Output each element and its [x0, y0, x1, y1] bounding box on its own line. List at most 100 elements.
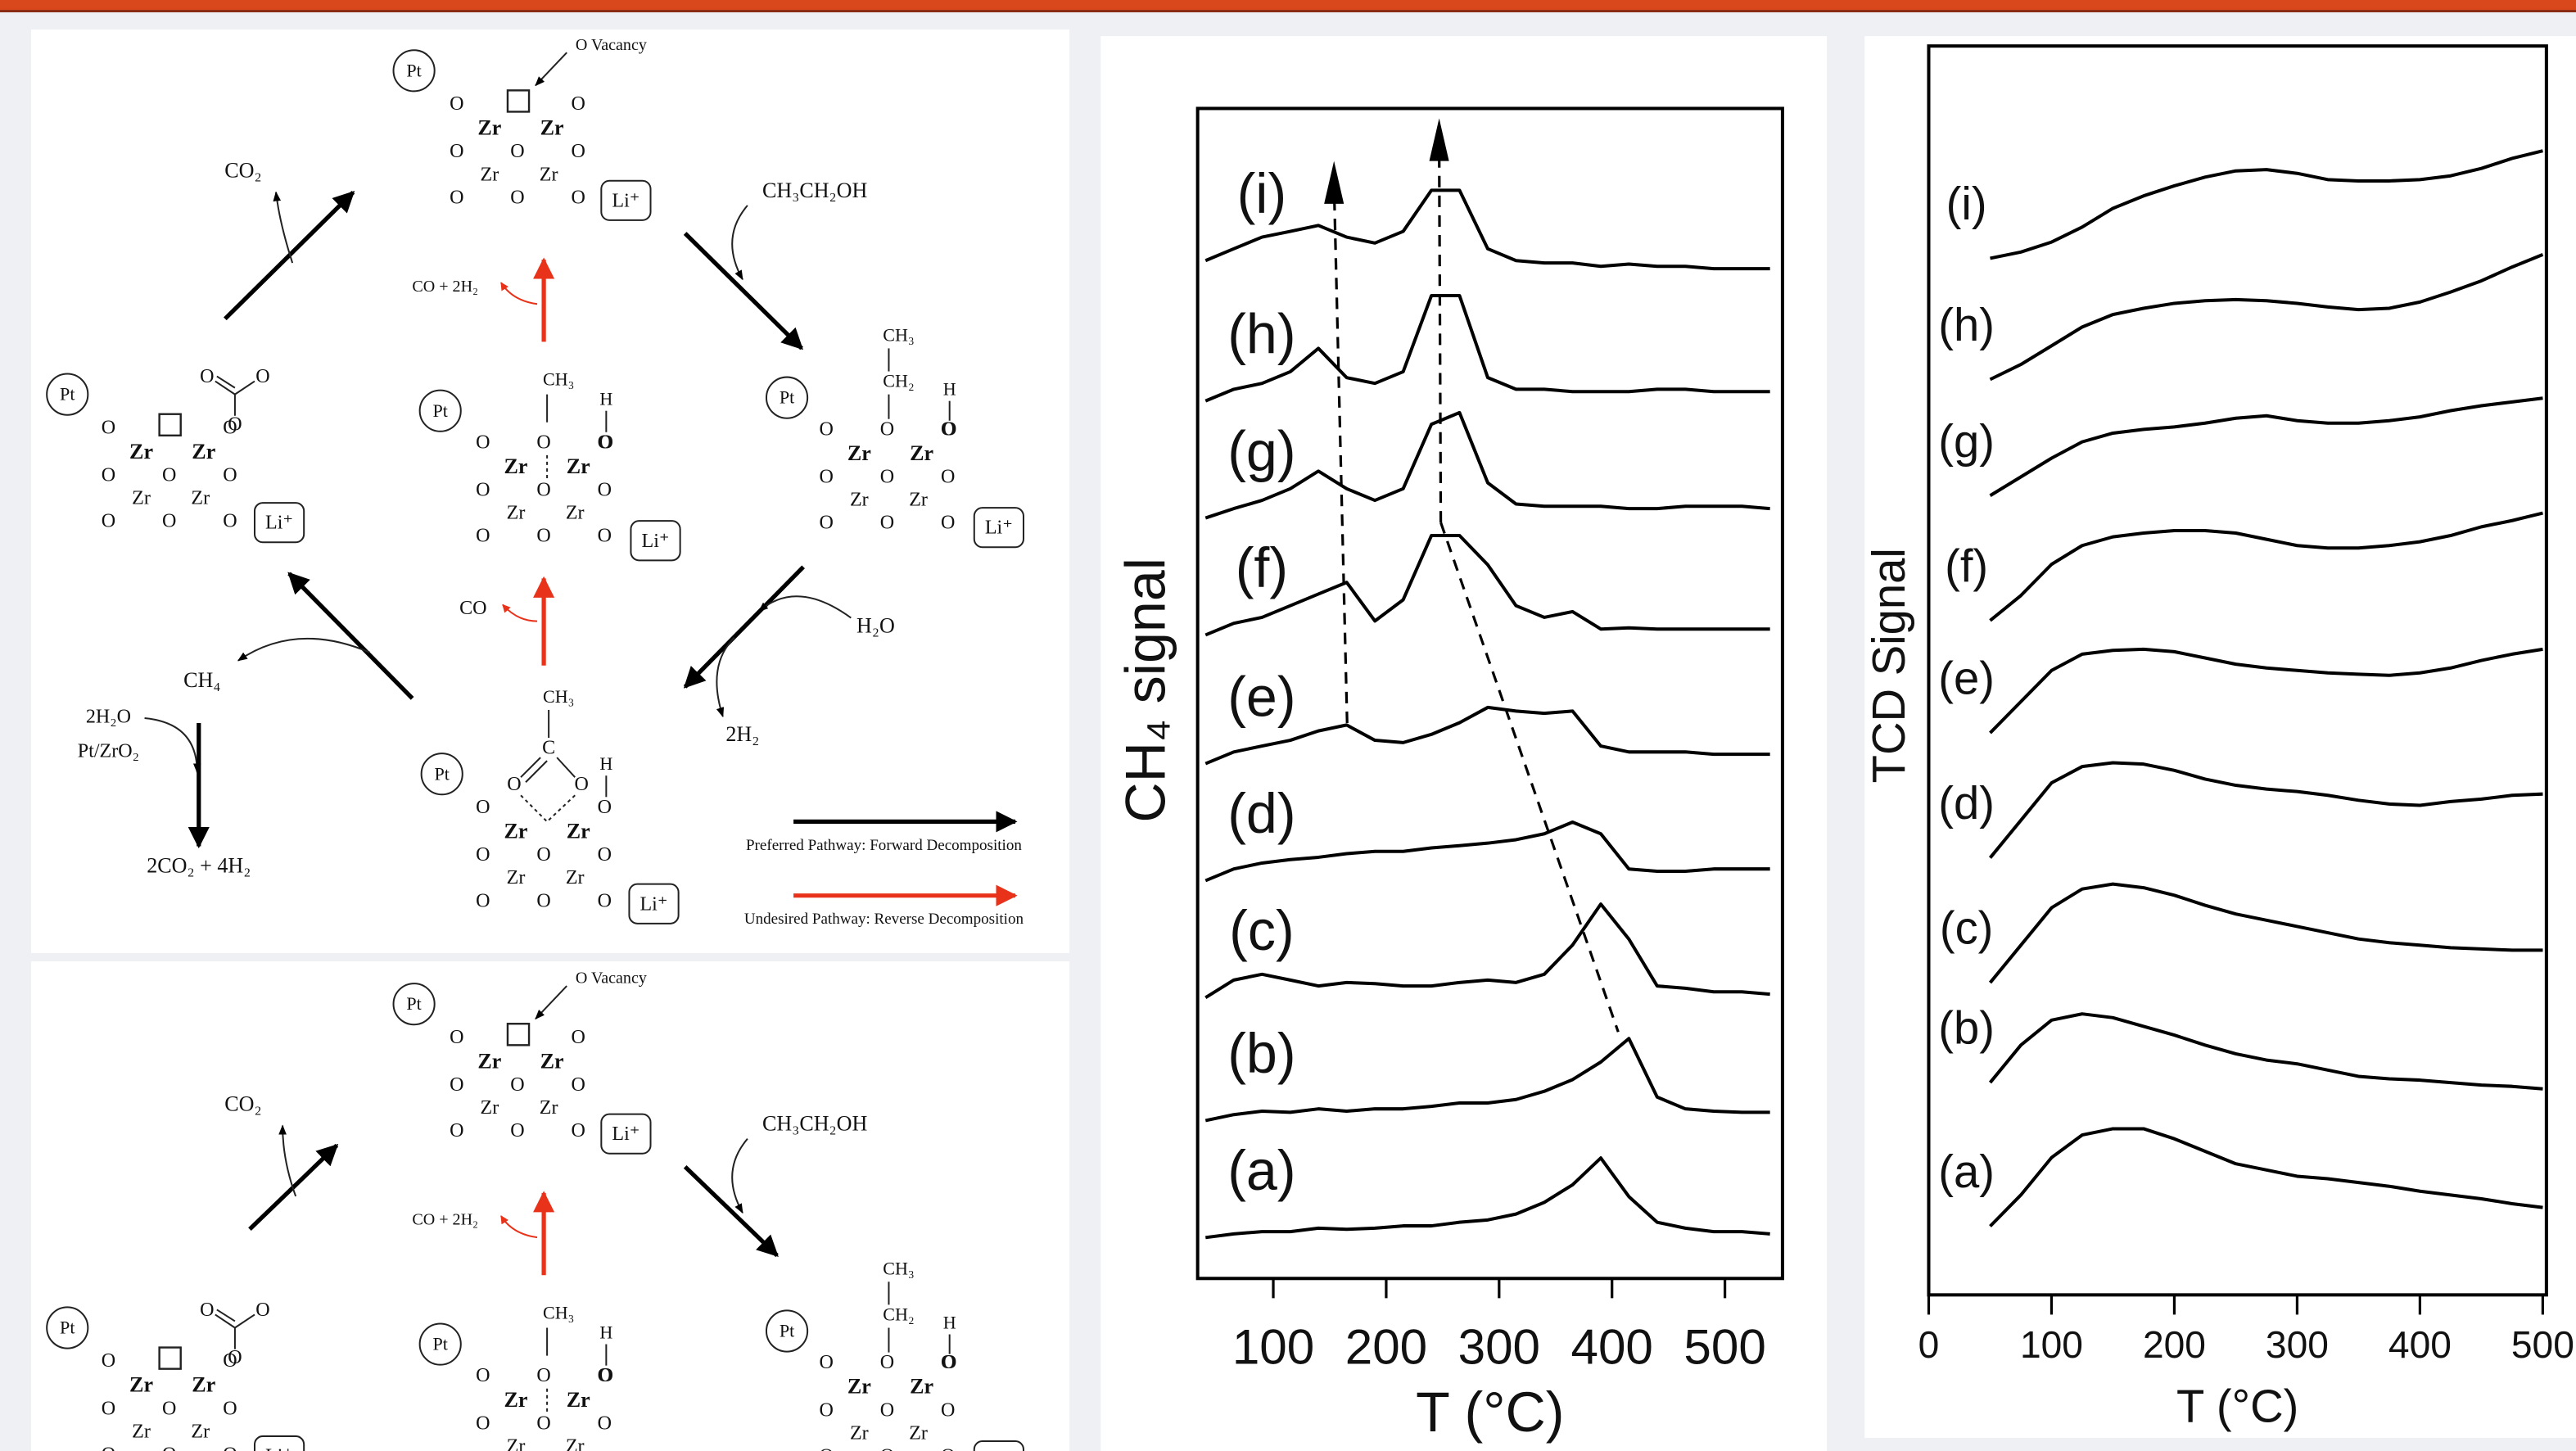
label: O — [476, 432, 490, 453]
signal-curve — [1204, 410, 1770, 520]
label: Zr — [477, 116, 501, 140]
label: O — [880, 418, 894, 440]
label: Zr — [504, 1388, 528, 1412]
arrow — [683, 565, 805, 689]
label: O — [228, 1347, 242, 1368]
curve-label: (g) — [1227, 420, 1295, 482]
label: O — [507, 774, 521, 795]
label: O — [572, 1027, 585, 1048]
label: Pt — [406, 60, 421, 80]
label: Zr — [567, 1388, 590, 1412]
label: O — [941, 418, 955, 440]
label: O — [941, 1352, 955, 1373]
pt-site — [46, 1306, 89, 1349]
li-site — [253, 502, 305, 544]
label: O — [476, 844, 490, 866]
label: H₂O — [856, 614, 895, 638]
label: O — [228, 414, 242, 435]
curve-label: (b) — [1227, 1023, 1295, 1085]
label: 2H₂O — [86, 706, 131, 727]
signal-curve — [1988, 1012, 2543, 1091]
label: O — [223, 1444, 237, 1451]
label: O — [102, 1350, 115, 1372]
label: O — [598, 480, 612, 501]
label: Zr — [566, 867, 585, 888]
label: O — [255, 1300, 269, 1321]
guide-line — [1332, 183, 1349, 724]
label: O — [880, 467, 894, 488]
li-site — [253, 1435, 305, 1451]
label: O — [450, 187, 463, 208]
curve-label: (f) — [1945, 540, 1988, 591]
label: Zr — [850, 490, 869, 511]
curve-label: (e) — [1227, 666, 1295, 728]
curve-label: (h) — [1938, 299, 1995, 350]
label: O — [880, 1399, 894, 1421]
chart-panel — [1864, 36, 2576, 1438]
label: CO + 2H₂ — [412, 278, 478, 296]
x-tick-label: 0 — [1918, 1323, 1940, 1366]
label: Zr — [477, 1049, 501, 1073]
label: O — [572, 141, 585, 162]
label: O — [223, 465, 237, 486]
label: 2CO₂ + 4H₂ — [147, 854, 251, 878]
signal-curve — [1204, 188, 1770, 271]
diagram-panel — [31, 29, 1070, 953]
label: O — [598, 844, 612, 866]
curve-label: (i) — [1946, 178, 1987, 229]
label: O — [102, 1444, 115, 1451]
label: O — [572, 187, 585, 208]
label: O — [450, 1074, 463, 1096]
x-tick-label: 100 — [2020, 1323, 2083, 1366]
curved-arrow — [500, 282, 538, 305]
bond — [215, 1309, 255, 1349]
label: C — [542, 738, 555, 759]
pt-site — [418, 389, 462, 432]
label: O — [476, 890, 490, 911]
label: O — [942, 1352, 956, 1373]
vacancy — [158, 413, 182, 437]
y-axis-label: CH₄ signal — [1114, 558, 1177, 823]
curved-arrow — [144, 716, 201, 774]
signal-curve — [1990, 149, 2543, 260]
label: H — [943, 379, 956, 400]
signal-curve — [1989, 647, 2543, 735]
chart: 100 200 300 400 500 T (°C) CH₄ signal (a) (b) (c)… — [1114, 106, 1784, 1444]
label: Li⁺ — [612, 190, 639, 211]
label: Undesired Pathway: Reverse Decomposition — [744, 911, 1024, 928]
label: O Vacancy — [576, 970, 647, 988]
x-tick-label: 100 — [1232, 1319, 1314, 1374]
label: O — [223, 417, 237, 438]
label: Li⁺ — [641, 531, 669, 552]
label: O — [820, 467, 834, 488]
label: Zr — [910, 1375, 933, 1399]
label: CH₃ — [883, 1258, 914, 1278]
arrow — [224, 190, 355, 321]
label: O — [536, 432, 550, 453]
label: CH₄ — [183, 668, 220, 692]
label: O — [476, 480, 490, 501]
label: O — [941, 467, 955, 488]
label: O — [102, 1398, 115, 1419]
label: Zr — [191, 488, 210, 509]
arrow — [683, 232, 803, 350]
y-axis-label: TCD Signal — [1863, 548, 1914, 783]
label: O — [820, 1399, 834, 1421]
label: O — [102, 465, 115, 486]
label: O — [575, 774, 589, 795]
label: Pt — [780, 1321, 794, 1341]
signal-curve — [1989, 511, 2543, 622]
curve-label: (b) — [1938, 1002, 1995, 1054]
label: O — [536, 480, 550, 501]
label: O — [476, 1365, 490, 1386]
label: Zr — [192, 1373, 215, 1397]
label: O — [450, 141, 463, 162]
curve-label: (c) — [1229, 900, 1295, 962]
vacancy — [158, 1346, 182, 1370]
pt-site — [765, 1309, 809, 1353]
li-site — [600, 179, 652, 221]
x-tick-label: 200 — [2143, 1323, 2206, 1366]
label: O — [598, 890, 612, 911]
label: Zr — [132, 1421, 151, 1442]
label: Zr — [540, 164, 558, 185]
